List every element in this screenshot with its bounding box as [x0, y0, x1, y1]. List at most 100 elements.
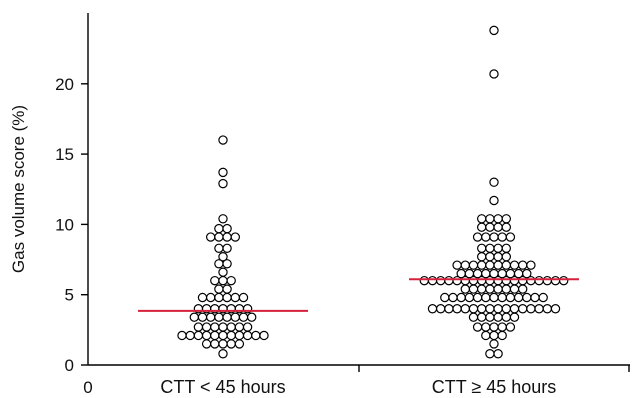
data-point — [205, 312, 216, 322]
data-point — [485, 284, 495, 294]
data-point — [201, 322, 212, 332]
data-point — [468, 260, 479, 270]
data-point — [226, 330, 236, 341]
data-point — [218, 349, 228, 359]
data-point — [477, 260, 487, 270]
data-point — [518, 304, 528, 314]
data-point — [493, 260, 503, 270]
data-point — [485, 243, 495, 254]
data-point — [472, 268, 483, 279]
data-point — [205, 292, 216, 303]
data-point — [222, 232, 232, 242]
y-tick-label: 10 — [55, 215, 74, 234]
data-point — [238, 312, 249, 322]
data-point — [481, 322, 491, 332]
data-point — [234, 322, 245, 332]
data-point — [489, 69, 499, 79]
data-point — [193, 330, 204, 341]
data-point — [251, 330, 261, 341]
data-point — [201, 339, 212, 349]
data-point — [218, 275, 228, 286]
data-point — [472, 292, 483, 303]
data-point — [464, 268, 475, 279]
data-point — [501, 304, 511, 314]
data-point — [222, 243, 232, 254]
data-point — [477, 304, 487, 314]
data-point — [530, 292, 540, 303]
data-point — [419, 275, 429, 286]
category-label: CTT ≥ 45 hours — [432, 377, 557, 397]
data-point — [489, 339, 499, 349]
data-point — [522, 268, 532, 279]
data-point — [489, 177, 499, 187]
data-point — [477, 284, 487, 294]
data-point — [477, 252, 487, 262]
data-point — [427, 304, 438, 314]
data-point — [481, 232, 491, 242]
data-point — [497, 322, 507, 332]
data-point — [242, 322, 253, 332]
data-point — [526, 260, 536, 270]
y-tick-label: 5 — [65, 286, 74, 305]
y-ticks: 0 5 10 15 20 — [55, 75, 88, 375]
data-point — [185, 330, 195, 341]
data-point — [485, 349, 495, 359]
data-point — [197, 292, 208, 303]
data-point — [468, 304, 479, 314]
data-point — [481, 268, 491, 279]
data-point — [234, 339, 245, 349]
data-point — [489, 268, 499, 279]
data-point — [518, 284, 528, 294]
data-point — [218, 214, 228, 224]
data-point — [210, 339, 220, 349]
data-point — [218, 339, 228, 349]
data-point — [493, 252, 503, 262]
data-point — [460, 260, 470, 270]
data-point — [238, 292, 249, 303]
data-point — [177, 330, 187, 341]
data-point — [509, 260, 520, 270]
data-point — [485, 214, 495, 224]
data-point — [509, 312, 520, 322]
data-point — [214, 284, 224, 294]
data-point — [542, 304, 553, 314]
data-point — [452, 304, 462, 314]
data-point — [210, 330, 220, 341]
data-point — [456, 292, 466, 303]
data-point — [501, 260, 511, 270]
y-axis-title: Gas volume score (%) — [9, 105, 28, 273]
data-point — [218, 167, 228, 178]
data-point — [493, 349, 503, 359]
y-tick-label: 0 — [65, 356, 74, 375]
data-point — [534, 275, 544, 286]
data-point — [509, 284, 520, 294]
data-point — [472, 232, 483, 242]
data-point — [226, 339, 236, 349]
data-point — [436, 275, 446, 286]
data-point — [497, 268, 507, 279]
data-point — [481, 330, 491, 341]
data-point — [505, 322, 516, 332]
data-point — [497, 330, 507, 341]
data-point — [468, 312, 479, 322]
data-point — [222, 292, 232, 303]
data-point — [493, 304, 503, 314]
data-point — [550, 304, 561, 314]
data-point — [522, 292, 532, 303]
data-point — [501, 222, 511, 232]
data-point — [218, 252, 228, 262]
data-point — [197, 312, 208, 322]
data-point — [448, 292, 458, 303]
data-point — [444, 275, 454, 286]
x-ticks — [358, 365, 630, 372]
data-point — [230, 232, 240, 242]
data-point — [230, 312, 240, 322]
data-point — [242, 330, 253, 341]
data-point — [460, 284, 470, 294]
data-point — [222, 259, 232, 269]
data-point — [427, 275, 438, 286]
data-point — [222, 284, 232, 294]
data-point — [218, 267, 228, 277]
data-point — [481, 292, 491, 303]
data-point — [497, 232, 507, 242]
